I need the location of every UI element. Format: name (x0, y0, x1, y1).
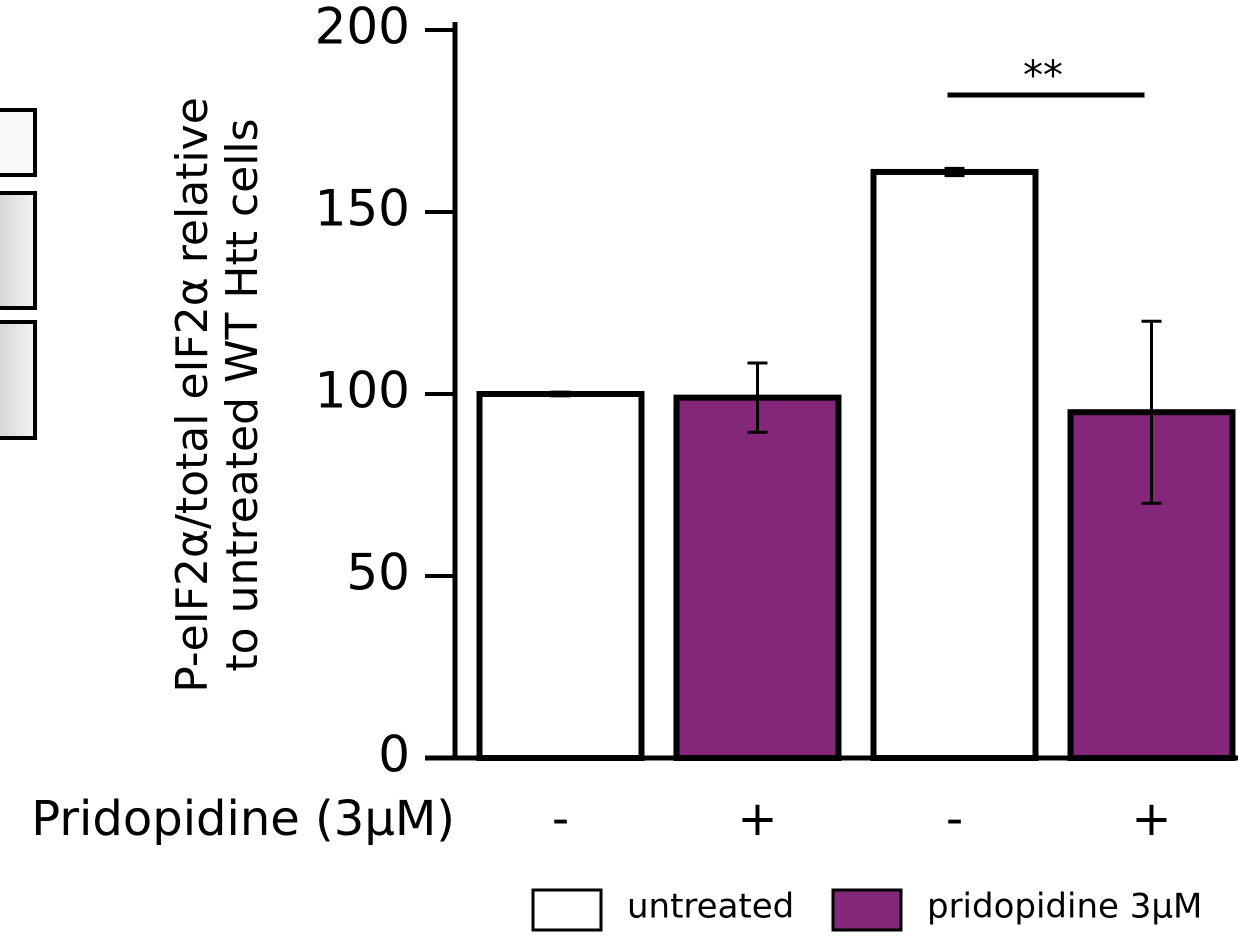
x-axis-label: Pridopidine (3μM) (31, 791, 455, 847)
y-tick-label: 50 (346, 544, 410, 602)
legend-swatch (833, 890, 901, 930)
y-axis-label: to untreated WT Htt cells (217, 118, 268, 671)
legend-label: untreated (627, 887, 794, 927)
y-tick-label: 100 (315, 362, 410, 420)
x-tick-label: + (1131, 791, 1171, 847)
chart: P-eIF2α/total eIF2α relative to untreate… (0, 0, 1238, 932)
bar (677, 398, 839, 758)
significance-label: ** (1023, 53, 1063, 99)
y-tick-label: 0 (378, 726, 410, 784)
bar (874, 172, 1036, 758)
x-tick-label: - (552, 791, 569, 847)
x-tick-label: - (946, 791, 963, 847)
bar (480, 394, 642, 758)
blot-panels (0, 110, 35, 438)
y-tick-label: 150 (315, 180, 410, 238)
x-tick-label: + (737, 791, 777, 847)
blot-box (0, 110, 35, 175)
y-axis-label: P-eIF2α/total eIF2α relative (167, 97, 218, 693)
y-tick-label: 200 (315, 0, 410, 56)
legend-swatch (533, 890, 601, 930)
blot-box (0, 322, 35, 438)
legend-label: pridopidine 3μM (927, 887, 1202, 927)
blot-box (0, 193, 35, 308)
